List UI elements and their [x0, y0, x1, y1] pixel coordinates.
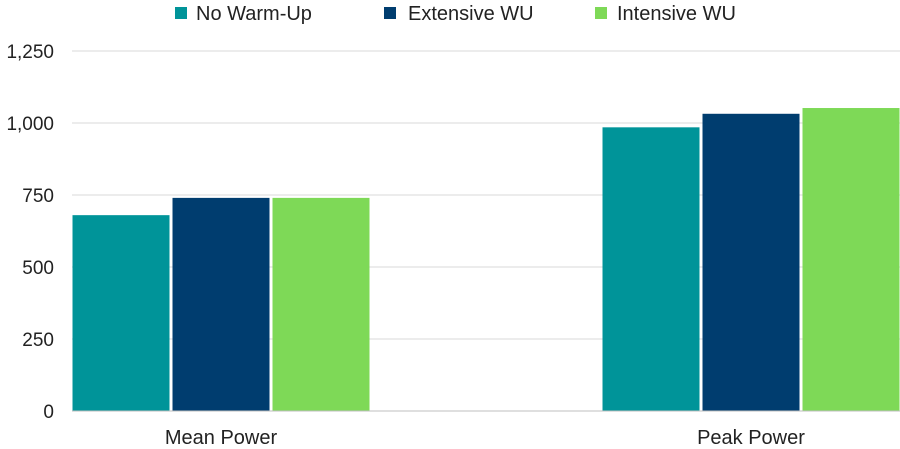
- bar: [272, 197, 370, 411]
- legend-label: No Warm-Up: [196, 3, 312, 25]
- legend-swatch: [595, 7, 607, 19]
- bar: [802, 108, 900, 412]
- y-tick-label: 750: [22, 186, 54, 207]
- y-tick-label: 500: [22, 258, 54, 279]
- x-category-label: Mean Power: [165, 427, 278, 449]
- legend-label: Extensive WU: [408, 3, 534, 25]
- bar: [72, 215, 170, 411]
- x-category-label: Peak Power: [697, 427, 805, 449]
- y-tick-label: 1,250: [6, 42, 54, 63]
- legend-label: Intensive WU: [617, 3, 736, 25]
- bar: [602, 127, 700, 411]
- legend-swatch: [175, 7, 187, 19]
- y-tick-label: 250: [22, 330, 54, 351]
- y-tick-label: 1,000: [6, 114, 54, 135]
- legend-swatch: [384, 7, 396, 19]
- y-tick-label: 0: [43, 402, 54, 423]
- bar: [702, 113, 800, 411]
- bar: [172, 197, 270, 411]
